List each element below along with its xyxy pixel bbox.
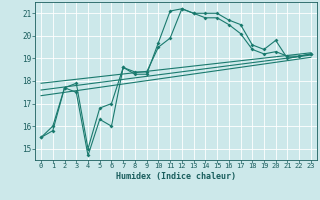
X-axis label: Humidex (Indice chaleur): Humidex (Indice chaleur) (116, 172, 236, 181)
